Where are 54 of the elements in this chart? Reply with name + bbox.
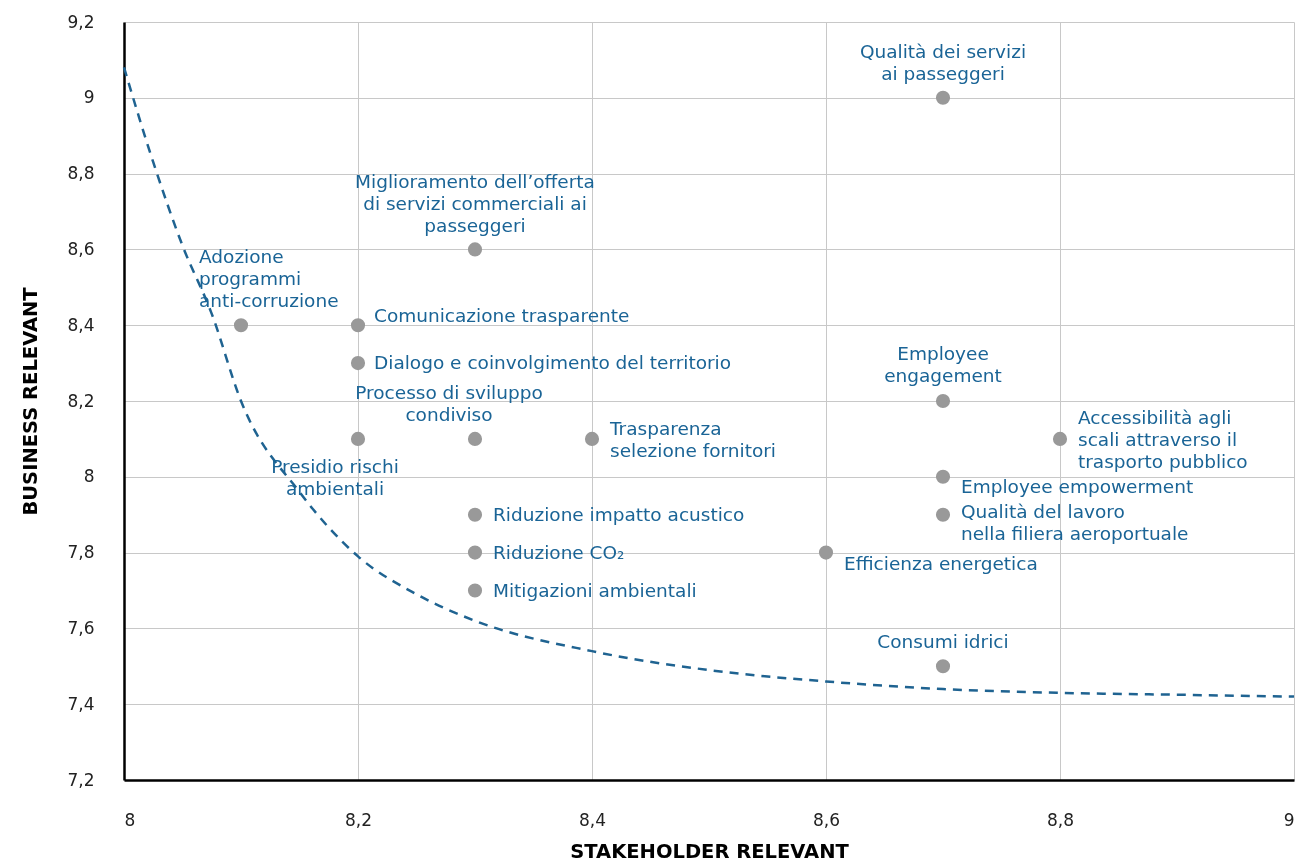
point xyxy=(935,659,951,674)
point xyxy=(467,507,483,522)
annotation: Qualità del lavoro nella filiera aeroportuale xyxy=(961,500,1189,544)
line-series xyxy=(122,66,1296,698)
annotation: Adozione programmi anti-corruzione xyxy=(199,246,339,312)
annotation: Miglioramento dell’offerta di servizi commerciali ai passeggeri xyxy=(355,171,595,237)
point xyxy=(467,583,483,598)
point xyxy=(467,545,483,560)
point xyxy=(935,469,951,484)
point xyxy=(350,431,366,446)
annotation: Mitigazioni ambientali xyxy=(493,579,697,601)
y-tick-label: 8,6 xyxy=(67,238,95,259)
point xyxy=(467,242,483,257)
point xyxy=(350,356,366,371)
x-tick-label: 8,4 xyxy=(578,809,607,830)
y-axis-title: BUSINESS RELEVANT xyxy=(19,286,43,516)
annotation: Riduzione impatto acustico xyxy=(493,503,745,525)
point xyxy=(818,545,834,560)
annotation: Comunicazione trasparente xyxy=(374,305,630,327)
annotation: Qualità dei servizi ai passeggeri xyxy=(859,40,1027,84)
y-tick-label: 8,2 xyxy=(67,390,95,411)
annotation: Consumi idrici xyxy=(877,631,1009,653)
x-tick-label: 8,8 xyxy=(1046,809,1075,830)
annotation: Accessibilità agli scali attraverso il trasporto pubblico xyxy=(1078,406,1248,472)
point xyxy=(350,318,366,333)
y-tick-label: 8,4 xyxy=(67,314,95,335)
annotation: Trasparenza selezione fornitori xyxy=(609,417,776,461)
y-tick-label: 7,4 xyxy=(67,693,95,714)
y-tick-label: 9,2 xyxy=(67,11,95,32)
annotation: Employee empowerment xyxy=(961,475,1194,497)
x-tick-label: 8,2 xyxy=(344,809,373,830)
annotation: Riduzione CO₂ xyxy=(493,541,625,563)
x-tick-label: 9 xyxy=(1283,809,1295,830)
annotation: Processo di sviluppo condiviso xyxy=(355,381,543,425)
y-tick-label: 8,8 xyxy=(67,163,95,184)
point xyxy=(935,393,951,409)
y-tick-label: 9 xyxy=(83,87,95,108)
point xyxy=(1052,431,1068,446)
point xyxy=(233,318,249,333)
point xyxy=(935,507,951,522)
y-tick-label: 7,2 xyxy=(67,769,95,790)
annotation: Presidio rischi ambientali xyxy=(271,455,399,499)
y-tick-label: 8 xyxy=(83,466,95,487)
point xyxy=(584,431,600,446)
annotation: Employee engagement xyxy=(884,343,1002,386)
y-tick-label: 7,8 xyxy=(67,542,95,563)
point xyxy=(935,90,951,105)
x-axis-title: STAKEHOLDER RELEVANT xyxy=(570,839,850,863)
point xyxy=(467,431,483,446)
x-tick-label: 8,6 xyxy=(812,809,841,830)
y-tick-label: 7,6 xyxy=(67,617,95,638)
annotation: Dialogo e coinvolgimento del territorio xyxy=(374,352,732,374)
x-tick-label: 8 xyxy=(124,809,136,830)
annotation: Efficienza energetica xyxy=(844,552,1038,574)
